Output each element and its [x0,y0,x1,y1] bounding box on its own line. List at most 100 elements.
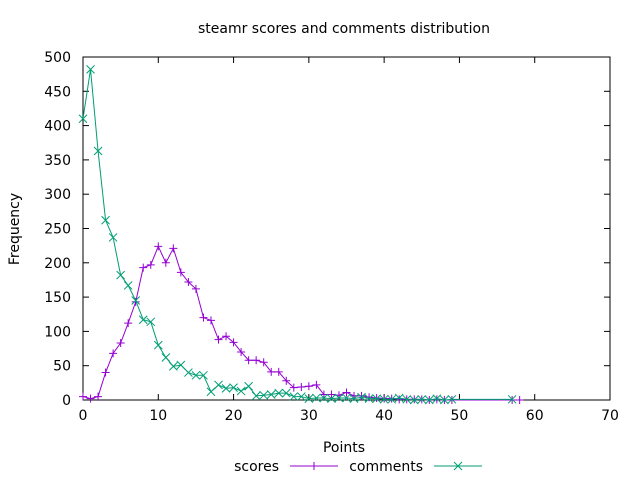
series-comments [78,64,517,405]
comments-point [274,388,284,398]
y-tick-label: 150 [44,290,71,306]
comments-point [327,394,336,403]
scores-point [86,394,95,403]
scores-point [327,390,336,399]
scores-point [252,356,261,365]
comments-point [364,394,374,403]
scores-point [169,244,178,253]
y-axis-label: Frequency [7,193,23,265]
comments-point [304,394,314,403]
scores-point [161,258,170,267]
scores-point [365,393,374,402]
y-tick-label: 500 [44,50,71,66]
comments-point [116,270,125,280]
scores-point [191,284,200,293]
comments-point [138,315,148,325]
legend-label-comments: comments [349,459,423,475]
comments-point [296,392,306,401]
scores-point [259,358,268,367]
scores-point [267,367,276,376]
legend: scores comments [234,459,482,475]
comments-point [86,64,95,74]
comments-point [349,394,359,403]
scores-point [184,278,193,287]
y-tick-label: 0 [62,393,71,409]
comments-point [319,393,329,403]
comments-point [184,368,193,377]
scores-point [139,263,148,272]
scores-point [282,376,291,385]
comments-point [402,394,412,404]
comments-point [229,383,238,393]
x-tick-label: 70 [601,408,619,424]
comments-point [206,387,216,397]
x-tick-label: 10 [149,408,167,424]
comments-point [281,388,291,398]
comments-point [101,215,110,225]
scores-point [357,391,366,400]
y-tick-label: 250 [44,222,71,238]
x-tick-label: 40 [375,408,393,424]
scores-point [515,396,524,404]
scores-point [304,382,313,391]
legend-marker-comments [453,461,463,471]
scores-point [297,382,306,391]
comments-point [409,395,419,405]
comments-point [334,393,344,403]
comments-point [312,393,321,403]
comments-point [289,392,299,401]
comments-point [424,395,434,405]
comments-point [236,386,246,396]
x-tick-label: 50 [451,408,469,424]
comments-point [108,233,118,242]
scores-point [131,297,140,306]
comments-point [379,394,389,404]
scores-point [199,313,208,322]
x-tick-label: 60 [526,408,544,424]
y-tick-label: 300 [44,187,71,203]
y-tick-label: 350 [44,153,71,169]
comments-point [153,340,163,350]
x-tick-label: 30 [300,408,318,424]
x-tick-label: 20 [225,408,243,424]
scores-point [79,392,87,401]
comments-point [146,317,156,327]
comments-point [440,395,449,405]
scores-point [312,380,321,389]
comments-point [161,353,171,362]
comments-point [447,394,457,404]
comments-point [417,394,427,404]
scores-point [116,339,125,348]
comments-point [168,362,178,371]
comments-point [214,380,223,390]
chart-title: steamr scores and comments distribution [198,21,490,37]
comments-point [387,394,397,404]
scores-point [229,338,238,347]
comments-point [251,391,261,401]
axis-ticks: 0 10 20 30 40 50 60 70 0 50 100 150 200 250 300 350 400 4… [44,50,619,424]
comments-point [123,281,133,290]
scores-point [101,368,110,377]
comments-point [266,390,276,399]
comments-point [131,296,141,305]
x-axis-label: Points [323,440,365,456]
legend-label-scores: scores [234,459,279,475]
scores-point [206,316,215,325]
y-tick-label: 100 [44,324,71,340]
comments-point [259,390,269,400]
comments-point [244,381,253,391]
comments-point [357,392,366,402]
comments-point [93,146,103,156]
scores-line [82,245,520,401]
series-layer [78,64,524,405]
comments-point [342,393,351,403]
scores-point [237,347,246,356]
scores-point [176,268,185,277]
comments-point [394,393,404,403]
scores-point [244,356,253,365]
scores-point [342,388,351,397]
scores-point [274,367,283,376]
x-tick-label: 0 [79,408,88,424]
scores-point [222,332,231,341]
